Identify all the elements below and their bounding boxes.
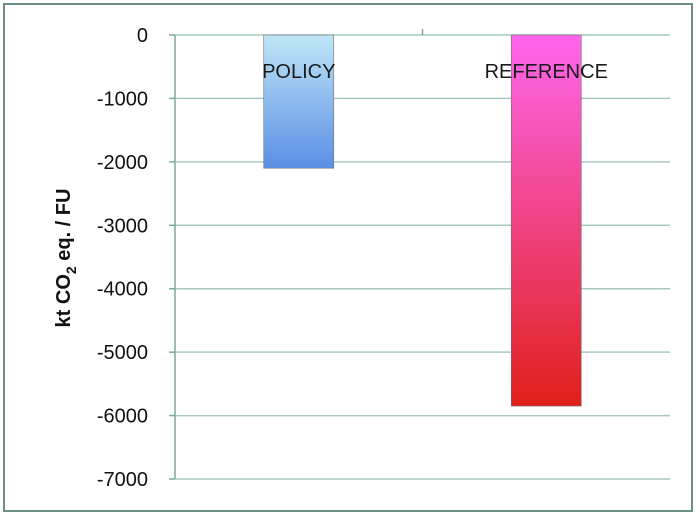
bar-reference	[510, 34, 582, 407]
y-tick-label: -6000	[97, 406, 148, 428]
y-tick-label: -7000	[97, 469, 148, 491]
bar-policy	[263, 34, 335, 169]
y-axis-title-suffix: eq. / FU	[53, 189, 75, 267]
y-tick-labels: 0 -1000 -2000 -3000 -4000 -5000 -6000 -7000	[97, 25, 148, 491]
grid-layer	[169, 29, 670, 480]
y-axis-title-prefix: kt CO	[53, 274, 75, 327]
y-tick-label: -2000	[97, 152, 148, 174]
y-tick-label: -4000	[97, 279, 148, 301]
y-axis-title-subscript: 2	[63, 266, 79, 274]
category-label-reference: REFERENCE	[485, 61, 608, 83]
y-tick-label: 0	[137, 25, 148, 47]
bar-layer	[263, 34, 582, 407]
y-tick-label: -5000	[97, 342, 148, 364]
y-tick-label: -1000	[97, 88, 148, 110]
y-tick-label: -3000	[97, 215, 148, 237]
category-labels: POLICY REFERENCE	[262, 61, 608, 83]
y-axis-title: kt CO2 eq. / FU	[53, 189, 79, 328]
category-label-policy: POLICY	[262, 61, 335, 83]
